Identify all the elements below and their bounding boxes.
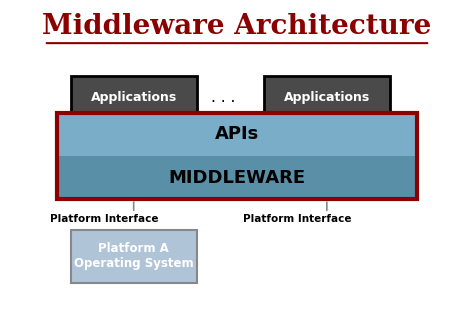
Text: MIDDLEWARE: MIDDLEWARE	[168, 169, 306, 187]
Text: . . .: . . .	[211, 90, 236, 105]
Text: Platform Interface: Platform Interface	[243, 214, 352, 224]
Text: Middleware Architecture: Middleware Architecture	[42, 12, 432, 40]
FancyBboxPatch shape	[264, 76, 390, 119]
Text: APIs: APIs	[215, 125, 259, 143]
Text: Platform A
Operating System: Platform A Operating System	[74, 242, 193, 271]
FancyBboxPatch shape	[57, 113, 417, 156]
FancyBboxPatch shape	[71, 230, 197, 283]
FancyBboxPatch shape	[71, 76, 197, 119]
FancyBboxPatch shape	[57, 156, 417, 199]
Text: Applications: Applications	[284, 91, 370, 104]
Text: Applications: Applications	[91, 91, 177, 104]
Text: Platform Interface: Platform Interface	[50, 214, 159, 224]
